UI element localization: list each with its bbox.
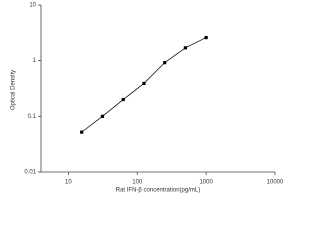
chart: Rat IFN-β concentration(pg/mL) Optical D… <box>11 3 284 194</box>
y-tick-label: 0.01 <box>24 170 36 176</box>
data-point <box>163 61 167 65</box>
x-tick-label: 1000 <box>199 180 213 186</box>
data-point <box>183 46 188 50</box>
x-tick-label: 10000 <box>267 180 284 186</box>
data-point <box>100 114 105 118</box>
y-tick-label: 10 <box>29 3 36 9</box>
x-tick-label: 10 <box>65 180 72 186</box>
x-axis-label: Rat IFN-β concentration(pg/mL) <box>116 188 200 194</box>
y-tick-label: 0.1 <box>28 114 37 120</box>
data-point <box>121 97 125 102</box>
y-axis-label: Optical Density <box>11 70 17 110</box>
data-point <box>142 81 146 86</box>
data-point <box>80 130 84 134</box>
x-tick-label: 100 <box>132 180 143 186</box>
data-point <box>204 35 208 40</box>
y-tick-label: 1 <box>33 58 37 64</box>
